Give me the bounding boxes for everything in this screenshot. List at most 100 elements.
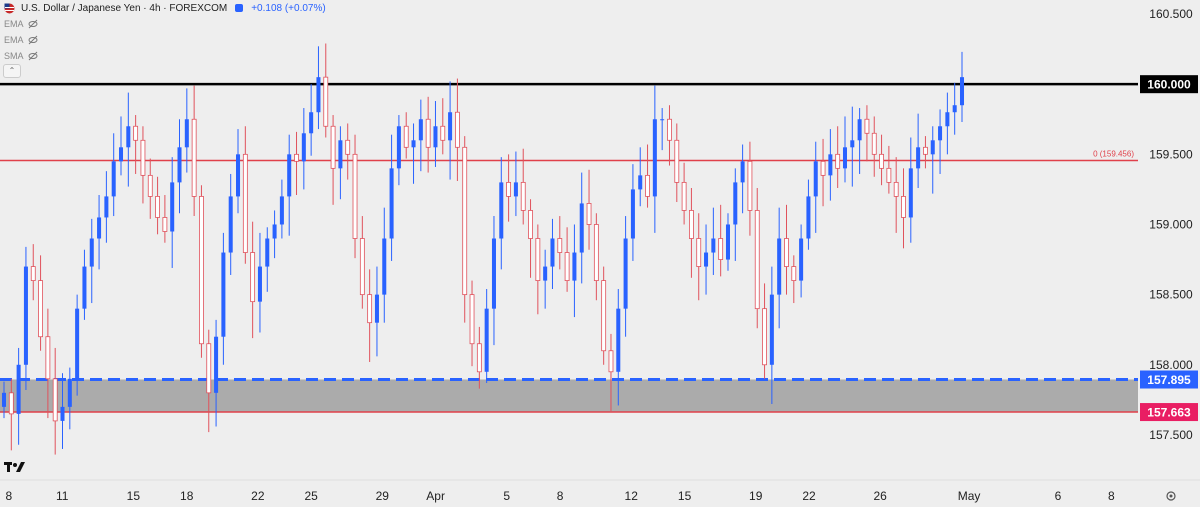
candle-body[interactable] [850, 140, 855, 148]
candle-body[interactable] [806, 196, 811, 239]
candle-body[interactable] [38, 280, 43, 338]
candle-body[interactable] [352, 153, 358, 239]
candle-body[interactable] [89, 238, 94, 267]
candle-body[interactable] [67, 378, 72, 407]
candle-body[interactable] [550, 238, 555, 267]
candle-body[interactable] [660, 119, 665, 121]
candle-body[interactable] [908, 168, 913, 218]
candle-body[interactable] [959, 77, 965, 106]
candle-body[interactable] [923, 146, 928, 155]
candle-body[interactable] [864, 118, 870, 134]
candle-body[interactable] [323, 76, 329, 127]
candle-body[interactable] [608, 350, 614, 373]
candle-body[interactable] [16, 364, 21, 414]
candle-body[interactable] [309, 112, 314, 134]
candle-body[interactable] [60, 406, 65, 421]
candle-body[interactable] [681, 181, 687, 211]
candle-body[interactable] [520, 181, 526, 211]
candle-body[interactable] [433, 126, 438, 148]
candle-body[interactable] [147, 174, 153, 197]
candle-body[interactable] [30, 266, 36, 281]
settings-gear-icon[interactable] [1164, 489, 1178, 503]
candle-body[interactable] [674, 139, 680, 183]
candle-body[interactable] [155, 196, 160, 218]
candle-body[interactable] [279, 196, 284, 225]
candle-body[interactable] [645, 174, 650, 197]
candle-body[interactable] [543, 266, 548, 281]
candle-body[interactable] [506, 181, 512, 197]
indicator-row[interactable]: EMA [4, 16, 326, 32]
candle-body[interactable] [462, 146, 468, 296]
candle-body[interactable] [75, 308, 80, 379]
candle-body[interactable] [813, 161, 818, 197]
candle-body[interactable] [367, 294, 373, 324]
candle-body[interactable] [440, 125, 446, 141]
candle-body[interactable] [316, 77, 321, 113]
candle-body[interactable] [287, 154, 292, 197]
candle-body[interactable] [938, 126, 943, 141]
candle-body[interactable] [8, 392, 14, 415]
eye-hidden-icon[interactable] [28, 19, 38, 29]
candle-body[interactable] [133, 125, 139, 141]
indicator-row[interactable]: SMA [4, 48, 326, 64]
candle-body[interactable] [221, 252, 226, 337]
indicator-row[interactable]: EMA [4, 32, 326, 48]
candle-body[interactable] [886, 167, 892, 183]
candle-body[interactable] [557, 238, 563, 253]
candle-body[interactable] [403, 125, 409, 148]
candle-body[interactable] [513, 182, 518, 197]
candle-body[interactable] [374, 294, 379, 323]
eye-hidden-icon[interactable] [28, 51, 38, 61]
candle-body[interactable] [82, 266, 87, 309]
candle-body[interactable] [23, 266, 28, 365]
candle-body[interactable] [499, 182, 504, 239]
candle-body[interactable] [214, 336, 219, 393]
candle-body[interactable] [799, 238, 804, 281]
candle-body[interactable] [667, 118, 672, 141]
candle-body[interactable] [769, 294, 774, 365]
candle-body[interactable] [491, 238, 496, 309]
candle-body[interactable] [359, 238, 365, 296]
candle-body[interactable] [630, 189, 635, 239]
candle-body[interactable] [469, 294, 475, 345]
candle-body[interactable] [257, 266, 262, 302]
candle-body[interactable] [177, 147, 182, 183]
symbol-title[interactable]: U.S. Dollar / Japanese Yen · 4h · FOREXC… [21, 2, 228, 14]
candle-body[interactable] [1, 392, 7, 407]
candle-body[interactable] [170, 182, 175, 232]
candle-body[interactable] [740, 161, 745, 183]
candle-body[interactable] [586, 203, 592, 225]
candle-body[interactable] [820, 160, 826, 176]
candle-body[interactable] [733, 182, 738, 225]
candle-body[interactable] [835, 153, 841, 169]
candle-body[interactable] [777, 238, 782, 295]
candle-body[interactable] [652, 119, 657, 197]
candle-body[interactable] [418, 119, 423, 141]
candle-body[interactable] [236, 154, 241, 197]
candle-body[interactable] [871, 132, 877, 155]
candle-body[interactable] [448, 112, 453, 141]
candle-body[interactable] [140, 139, 146, 176]
candle-body[interactable] [111, 161, 116, 197]
candle-body[interactable] [842, 147, 848, 169]
candle-body[interactable] [616, 308, 621, 372]
candle-body[interactable] [294, 153, 299, 162]
candle-body[interactable] [901, 196, 906, 218]
candle-body[interactable] [718, 238, 724, 260]
candle-body[interactable] [199, 196, 204, 345]
candle-body[interactable] [747, 160, 753, 211]
candle-body[interactable] [696, 238, 702, 267]
candle-body[interactable] [945, 112, 950, 127]
candle-body[interactable] [396, 126, 401, 169]
candle-body[interactable] [191, 118, 197, 197]
candle-body[interactable] [484, 308, 489, 372]
candle-body[interactable] [126, 126, 131, 148]
candle-body[interactable] [893, 181, 899, 197]
collapse-legend-button[interactable]: ⌃ [3, 64, 21, 78]
candle-body[interactable] [725, 224, 730, 260]
candle-body[interactable] [242, 153, 248, 253]
candle-body[interactable] [345, 139, 351, 155]
candle-body[interactable] [454, 111, 460, 148]
candle-body[interactable] [528, 210, 533, 239]
candle-body[interactable] [930, 140, 935, 155]
